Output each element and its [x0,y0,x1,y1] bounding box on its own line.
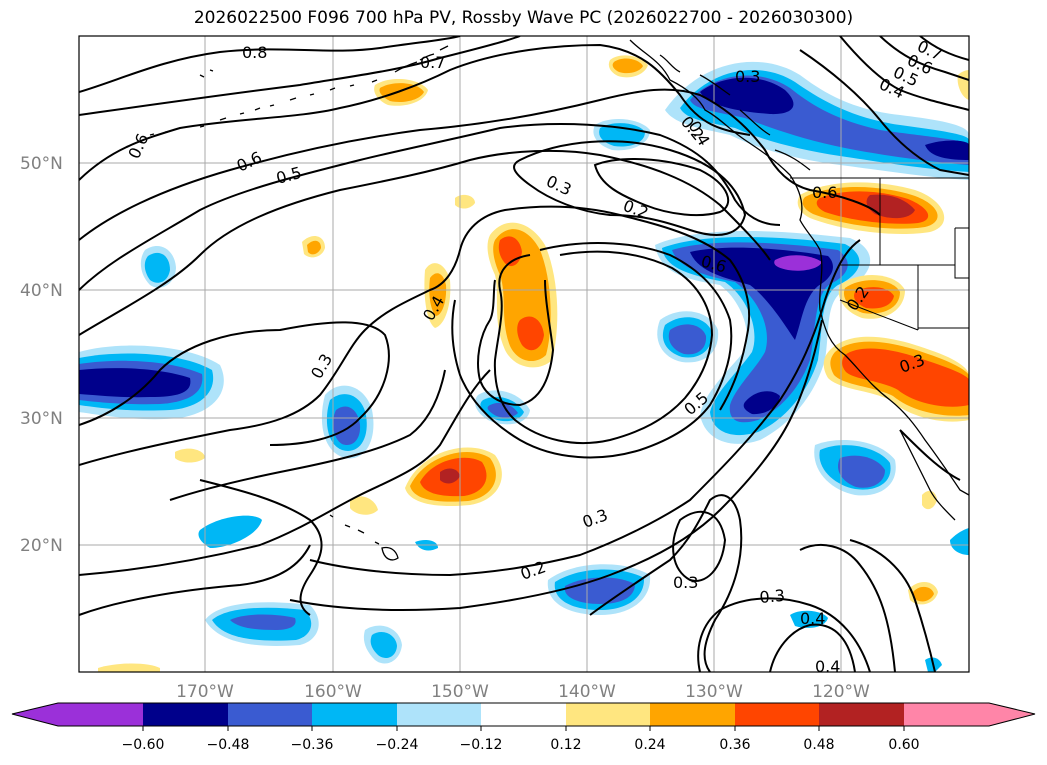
colorbar-segment [650,703,735,726]
colorbar-tick-label: 0.48 [803,737,834,753]
colorbar-tick-label: 0.60 [888,737,919,753]
contour-0.2-loop [593,158,730,217]
contour-0.5-west [79,123,781,291]
colorbar-tick-label: −0.60 [122,737,165,753]
contour-label: 0.3 [735,67,760,86]
contour-0.2-south [309,239,861,577]
contour-0.5-long [79,369,491,576]
lon-label: 120°W [812,682,870,702]
contour-label: 0.3 [673,573,698,592]
longitude-labels: 170°W 160°W 150°W 140°W 130°W 120°W [176,682,870,702]
colorbar-tick-label: −0.24 [376,737,419,753]
pv-contours [79,36,969,672]
lon-label: 150°W [431,682,489,702]
colorbar-segment [735,703,819,726]
contour-0.3-trough [451,242,733,459]
colorbar-segment [228,703,312,726]
latitude-labels: 50°N 40°N 30°N 20°N [20,154,63,556]
lon-label: 130°W [685,682,743,702]
contour-0.8 [79,36,461,93]
colorbar: −0.60 −0.48 −0.36 −0.24 −0.12 0.12 0.24 … [11,702,1036,753]
colorbar-segment [12,703,143,726]
baja-coastline [899,429,956,521]
colorbar-segment [904,703,1035,726]
contour-0.3-left [79,321,390,446]
contour-0.6-west [79,43,751,181]
colorbar-tick-label: −0.36 [291,737,334,753]
contour-label: 0.3 [759,586,786,607]
contour-label: 0.8 [242,43,267,62]
colorbar-segment [143,703,228,726]
lat-label: 20°N [20,536,63,556]
lon-label: 170°W [176,682,234,702]
colorbar-tick-label: −0.48 [207,737,250,753]
anomaly-shading [79,55,969,672]
lat-label: 40°N [20,281,63,301]
colorbar-segment [312,703,397,726]
contour-label: 0.7 [420,53,445,72]
alaska-bc-coastline [629,39,969,496]
lat-label: 30°N [20,409,63,429]
coastlines [149,39,969,561]
colorbar-segment [481,703,566,726]
contour-label: 0.4 [815,657,840,676]
contour-0.7 [79,36,521,116]
map-title: 2026022500 F096 700 hPa PV, Rossby Wave … [193,8,854,28]
lon-label: 160°W [304,682,362,702]
colorbar-tick-label: 0.24 [634,737,665,753]
colorbar-tick-label: −0.12 [460,737,503,753]
hawaii-islands [329,514,399,561]
map-frame [78,35,970,673]
contour-label: 0.4 [800,609,825,628]
colorbar-segment [397,703,481,726]
colorbar-segment [566,703,650,726]
map-content: 0.8 0.7 0.6 0.6 0.5 0.3 0.2 0.4 0.3 0.6 … [79,36,969,676]
contour-label: 0.6 [812,183,837,202]
lat-label: 50°N [20,154,63,174]
colorbar-segment [819,703,904,726]
lon-label: 140°W [558,682,616,702]
colorbar-tick-label: 0.12 [550,737,581,753]
colorbar-tick-label: 0.36 [719,737,750,753]
